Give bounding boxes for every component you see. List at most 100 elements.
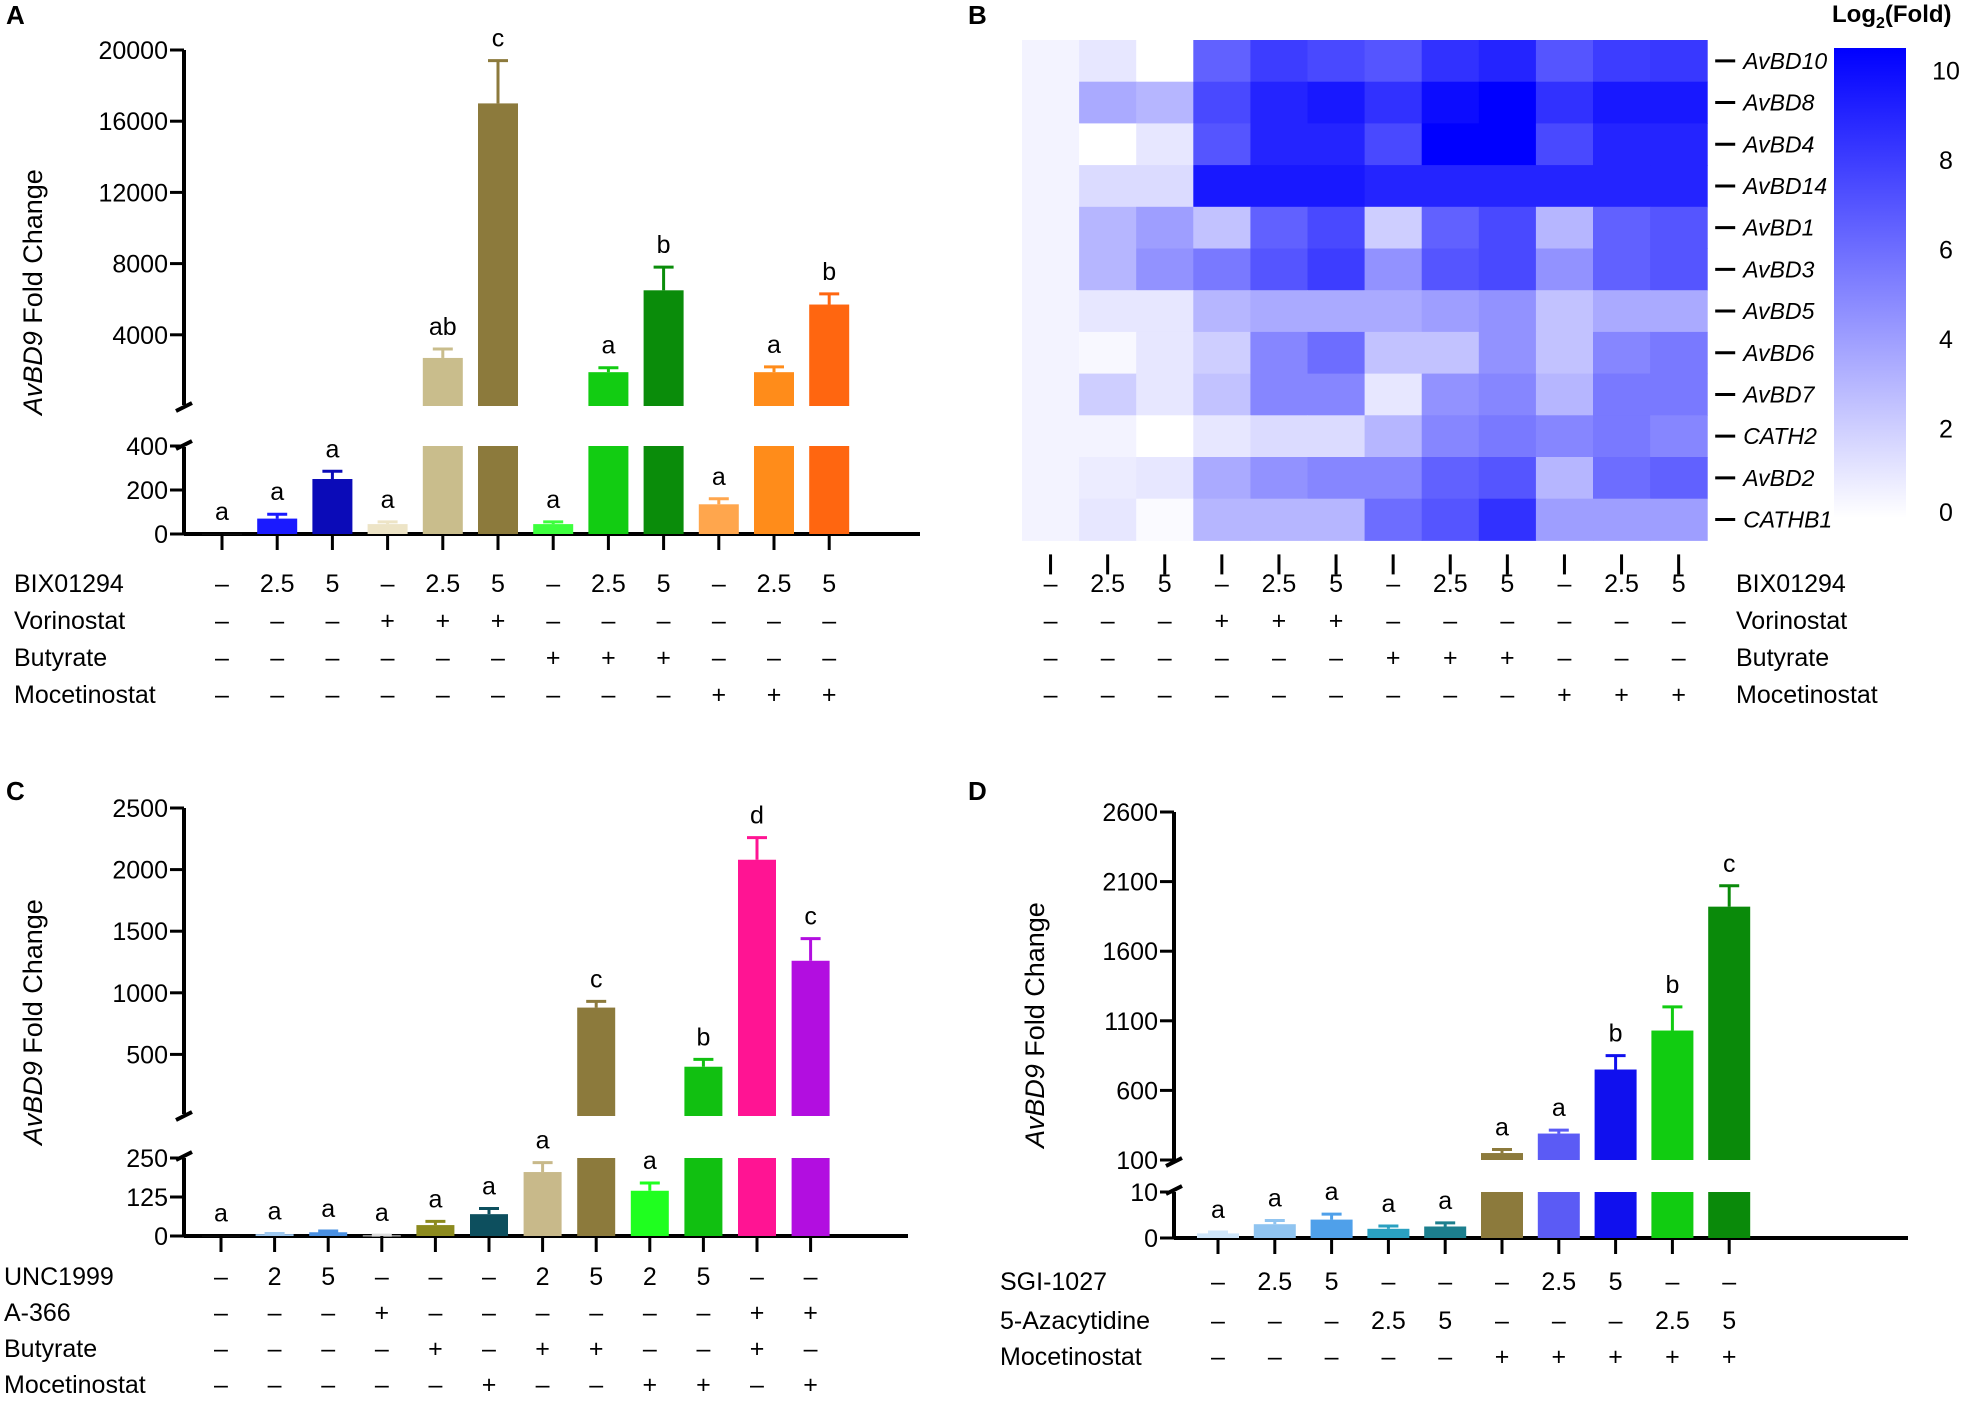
heatmap-cell — [1593, 498, 1651, 541]
treatment-value: – — [270, 644, 284, 672]
bar — [1537, 1133, 1580, 1160]
bar — [1708, 906, 1751, 1160]
treatment-value: + — [642, 1371, 657, 1399]
treatment-value: – — [321, 1371, 335, 1399]
treatment-label: BIX01294 — [14, 570, 124, 598]
treatment-value: – — [1609, 1307, 1623, 1335]
bar — [1481, 1153, 1523, 1160]
treatment-value: + — [1665, 1343, 1680, 1371]
treatment-value: – — [1215, 570, 1229, 598]
treatment-value: – — [381, 570, 395, 598]
y-tick-label: 20000 — [98, 37, 168, 65]
treatment-value: – — [268, 1299, 282, 1327]
y-tick-label: 0 — [154, 521, 168, 549]
heatmap-cell — [1364, 415, 1423, 458]
treatment-value: – — [750, 1263, 764, 1291]
heatmap-cell — [1478, 373, 1537, 416]
row-label: CATH2 — [1743, 423, 1817, 449]
treatment-value: – — [268, 1371, 282, 1399]
heatmap-cell — [1022, 457, 1080, 500]
treatment-value: – — [1325, 1343, 1339, 1371]
bar — [738, 859, 776, 1116]
heatmap-cell — [1307, 290, 1366, 333]
heatmap-cell — [1478, 123, 1537, 166]
heatmap-cell — [1136, 206, 1194, 249]
heatmap-cell — [1593, 457, 1651, 500]
treatment-value: + — [601, 644, 616, 672]
heatmap-cell — [1193, 457, 1251, 500]
heatmap-cell — [1535, 40, 1594, 83]
treatment-value: – — [270, 681, 284, 709]
heatmap-cell — [1421, 415, 1480, 458]
bar — [754, 372, 794, 406]
significance-letter: a — [375, 1199, 389, 1227]
colorbar-tick-label: 10 — [1932, 57, 1960, 85]
heatmap-cell — [1022, 290, 1080, 333]
y-axis-label-text: Fold Change — [18, 899, 48, 1061]
heatmap-cell — [1250, 290, 1308, 333]
y-tick-label: 0 — [1144, 1225, 1158, 1253]
heatmap-cell — [1307, 373, 1366, 416]
y-tick-label: 250 — [126, 1145, 168, 1173]
y-tick-label: 4000 — [112, 322, 168, 350]
treatment-value: – — [657, 681, 671, 709]
bar-lower-segment — [809, 446, 850, 534]
treatment-value: – — [268, 1335, 282, 1363]
y-tick-label: 12000 — [98, 179, 168, 207]
treatment-value: – — [1158, 681, 1172, 709]
colorbar-tick-label: 0 — [1939, 499, 1953, 527]
bar-lower-segment — [1594, 1192, 1637, 1238]
treatment-value: 2.5 — [1541, 1268, 1576, 1296]
bar-lower-segment — [754, 446, 794, 534]
heatmap-cell — [1136, 81, 1194, 124]
heatmap-cell — [1478, 165, 1537, 208]
treatment-value: – — [589, 1299, 603, 1327]
heatmap-cell — [1421, 498, 1480, 541]
row-label: AvBD4 — [1741, 131, 1814, 157]
heatmap-cell — [1250, 165, 1308, 208]
heatmap-cell — [1535, 123, 1594, 166]
treatment-value: – — [1722, 1268, 1736, 1296]
y-tick-label: 125 — [126, 1184, 168, 1212]
treatment-value: – — [536, 1371, 550, 1399]
treatment-value: – — [1044, 607, 1058, 635]
treatment-value: – — [1101, 644, 1115, 672]
treatment-value: 2.5 — [1604, 570, 1639, 598]
treatment-value: – — [321, 1299, 335, 1327]
bar — [1367, 1228, 1410, 1238]
treatment-value: – — [1044, 570, 1058, 598]
heatmap-cell — [1307, 415, 1366, 458]
treatment-value: – — [1329, 681, 1343, 709]
treatment-value: – — [1552, 1307, 1566, 1335]
heatmap-cell — [1364, 457, 1423, 500]
treatment-value: – — [712, 607, 726, 635]
treatment-value: – — [1381, 1343, 1395, 1371]
treatment-value: – — [1272, 681, 1286, 709]
y-tick-label: 1100 — [1104, 1008, 1158, 1036]
treatment-value: – — [325, 644, 339, 672]
treatment-value: – — [214, 1371, 228, 1399]
heatmap-cell — [1421, 206, 1480, 249]
treatment-value: – — [696, 1299, 710, 1327]
treatment-value: 5 — [1158, 570, 1172, 598]
bar — [312, 479, 353, 534]
heatmap-cell — [1478, 415, 1537, 458]
treatment-value: – — [601, 681, 615, 709]
treatment-value: 5 — [822, 570, 836, 598]
treatment-value: 5 — [1722, 1307, 1736, 1335]
heatmap-cell — [1478, 331, 1537, 375]
bar — [698, 504, 739, 534]
treatment-value: – — [215, 644, 229, 672]
row-label: AvBD14 — [1741, 173, 1827, 199]
treatment-value: – — [482, 1263, 496, 1291]
treatment-value: + — [482, 1371, 497, 1399]
heatmap-cell — [1535, 248, 1594, 291]
bar — [1253, 1224, 1296, 1238]
heatmap-cell — [1364, 331, 1423, 375]
treatment-value: – — [491, 644, 505, 672]
heatmap-cell — [1307, 457, 1366, 500]
treatment-value: + — [1608, 1343, 1623, 1371]
treatment-label: Mocetinostat — [1736, 681, 1878, 709]
heatmap-cell — [1079, 248, 1137, 291]
y-axis-label: AvBD9 Fold Change — [18, 169, 48, 417]
